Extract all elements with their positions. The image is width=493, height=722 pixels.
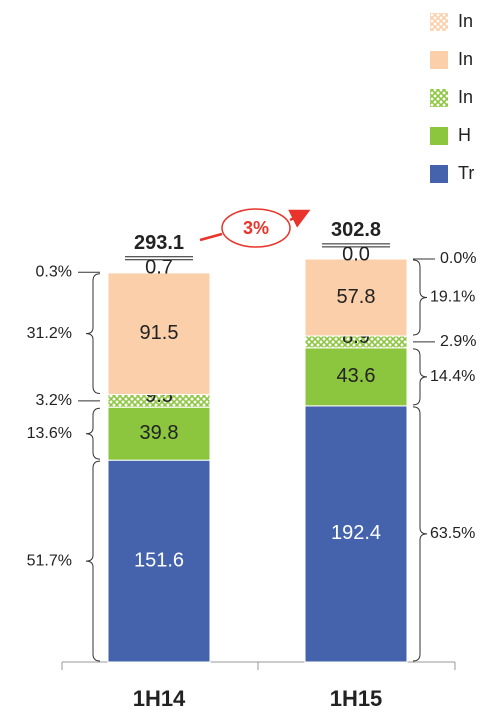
total-label: 302.8: [331, 219, 381, 241]
legend-label: In: [458, 87, 473, 107]
legend-swatch: [430, 13, 448, 31]
legend-swatch: [430, 127, 448, 145]
value-label: 91.5: [140, 322, 179, 344]
growth-badge: [221, 208, 291, 248]
growth-arrow: [199, 232, 223, 242]
share-label: 3.2%: [36, 392, 72, 409]
growth-arrow: [288, 209, 311, 228]
growth-label: 3%: [243, 218, 269, 238]
legend-label: In: [458, 11, 473, 31]
value-label: 39.8: [140, 422, 179, 444]
bar-segment: [107, 272, 211, 396]
bar-segment: [107, 406, 211, 461]
legend-label: In: [458, 49, 473, 69]
total-label: 293.1: [134, 232, 184, 254]
brace: [412, 259, 428, 336]
share-label: 13.6%: [27, 425, 72, 442]
share-label: 2.9%: [440, 333, 476, 350]
legend-swatch: [430, 89, 448, 107]
bar-segment: [304, 405, 408, 663]
x-tick-label: 1H15: [330, 686, 383, 711]
brace: [85, 273, 101, 395]
x-tick-label: 1H14: [133, 686, 186, 711]
share-label: 0.0%: [440, 250, 476, 267]
share-label: 0.3%: [36, 263, 72, 280]
legend-label: H: [458, 125, 471, 145]
brace: [85, 460, 101, 662]
value-label: 43.6: [337, 365, 376, 387]
share-label: 31.2%: [27, 325, 72, 342]
value-label: 57.8: [337, 286, 376, 308]
value-label: 192.4: [331, 522, 381, 544]
brace: [412, 406, 428, 662]
bar-segment: [107, 459, 211, 663]
value-label: 151.6: [134, 549, 184, 571]
value-label: 0.7: [145, 257, 173, 279]
bar-segment: [107, 271, 211, 274]
legend-label: Tr: [458, 163, 474, 183]
legend-swatch: [430, 165, 448, 183]
share-label: 63.5%: [430, 525, 475, 542]
bar-segment: [304, 258, 408, 337]
share-label: 14.4%: [430, 368, 475, 385]
share-label: 51.7%: [27, 552, 72, 569]
brace: [85, 407, 101, 460]
value-label: 0.0: [342, 243, 370, 265]
bar-segment: [304, 347, 408, 407]
brace: [412, 348, 428, 406]
share-label: 19.1%: [430, 289, 475, 306]
legend-swatch: [430, 51, 448, 69]
